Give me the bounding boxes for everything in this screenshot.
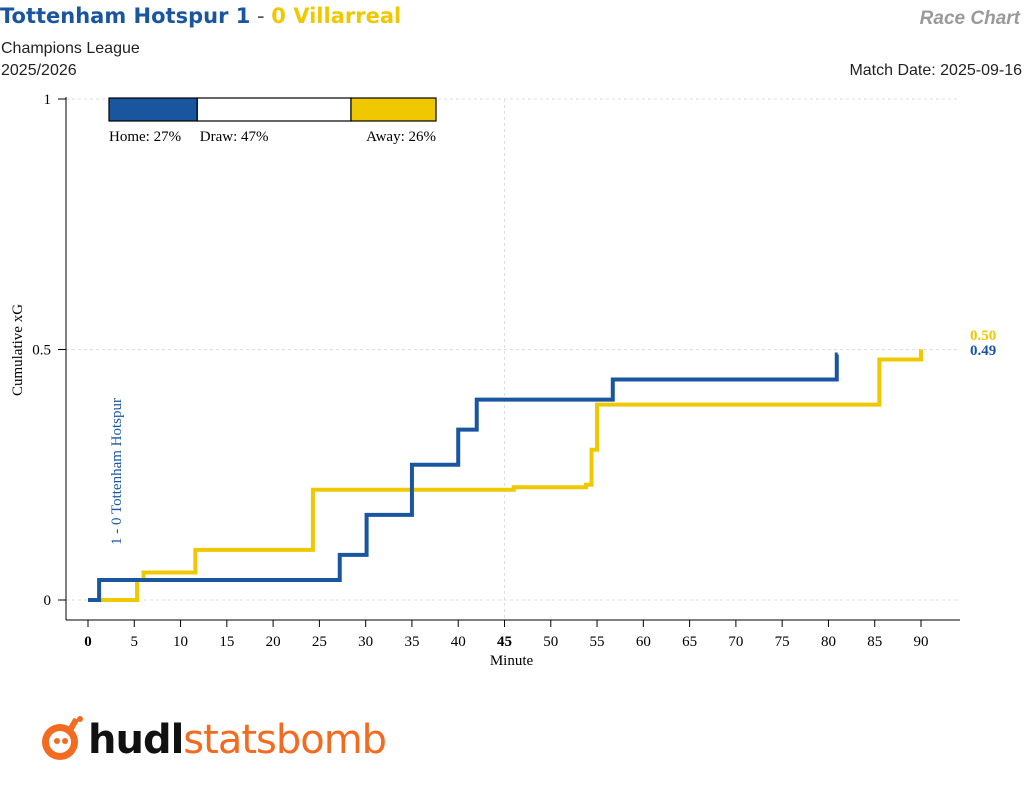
race-chart-label: Race Chart <box>919 8 1020 29</box>
win-prob-segment <box>196 97 352 122</box>
x-tick-label: 30 <box>358 634 373 650</box>
season-label: 2025/2026 <box>1 62 77 79</box>
x-tick-label: 80 <box>821 634 836 650</box>
y-tick-label: 0 <box>44 593 52 609</box>
series-line-home <box>88 352 839 602</box>
win-prob-segment <box>108 97 198 122</box>
race-chart: 00.510 5 10 15 20 25 30 35 40 45 50 55 60 65 70 75 80 85 9… <box>10 92 996 669</box>
win-prob-segment <box>350 97 437 122</box>
win-prob-label: Away: 26% <box>366 129 436 145</box>
x-tick-label: 90 <box>914 634 929 650</box>
win-prob-label: Home: 27% <box>109 129 181 145</box>
x-tick-label: 75 <box>775 634 790 650</box>
x-tick-label: 65 <box>682 634 697 650</box>
statsbomb-logo-icon <box>42 716 83 760</box>
logo-statsbomb: statsbomb <box>183 717 387 763</box>
x-tick-label: 60 <box>636 634 651 650</box>
hudl-statsbomb-logo: hudlstatsbomb <box>36 712 387 768</box>
x-tick-label: 45 <box>497 634 512 650</box>
logo-hudl: hudl <box>88 717 184 763</box>
title-separator: - <box>250 4 272 28</box>
x-tick-label: 35 <box>404 634 419 650</box>
x-tick-label: 70 <box>728 634 743 650</box>
x-tick-label: 10 <box>173 634 188 650</box>
final-xg-label: 0.49 <box>970 343 996 359</box>
x-tick-label: 20 <box>266 634 281 650</box>
x-axis-label: Minute <box>490 653 534 669</box>
series-line-away <box>88 349 923 602</box>
logo-wordmark: hudlstatsbomb <box>88 717 387 763</box>
competition-label: Champions League <box>1 40 140 57</box>
goal-annotation: 1 - 0 Tottenham Hotspur <box>109 398 125 545</box>
away-team-title: 0 Villarreal <box>271 4 402 28</box>
match-date-label: Match Date: 2025-09-16 <box>849 62 1022 79</box>
match-title: Tottenham Hotspur 1 - 0 Villarreal <box>0 4 401 28</box>
x-tick-label: 50 <box>543 634 558 650</box>
y-axis-label: Cumulative xG <box>10 304 26 396</box>
y-tick-label: 0.5 <box>32 343 51 359</box>
x-tick-label: 40 <box>451 634 466 650</box>
win-prob-label: Draw: 47% <box>200 129 269 145</box>
x-tick-label: 55 <box>590 634 605 650</box>
x-tick-label: 5 <box>131 634 139 650</box>
x-tick-label: 85 <box>867 634 882 650</box>
home-team-title: Tottenham Hotspur 1 <box>0 4 251 28</box>
y-tick-label: 1 <box>44 92 52 108</box>
x-tick-label: 15 <box>219 634 234 650</box>
x-tick-label: 25 <box>312 634 327 650</box>
final-xg-label: 0.50 <box>970 328 996 344</box>
x-tick-label: 0 <box>84 634 92 650</box>
